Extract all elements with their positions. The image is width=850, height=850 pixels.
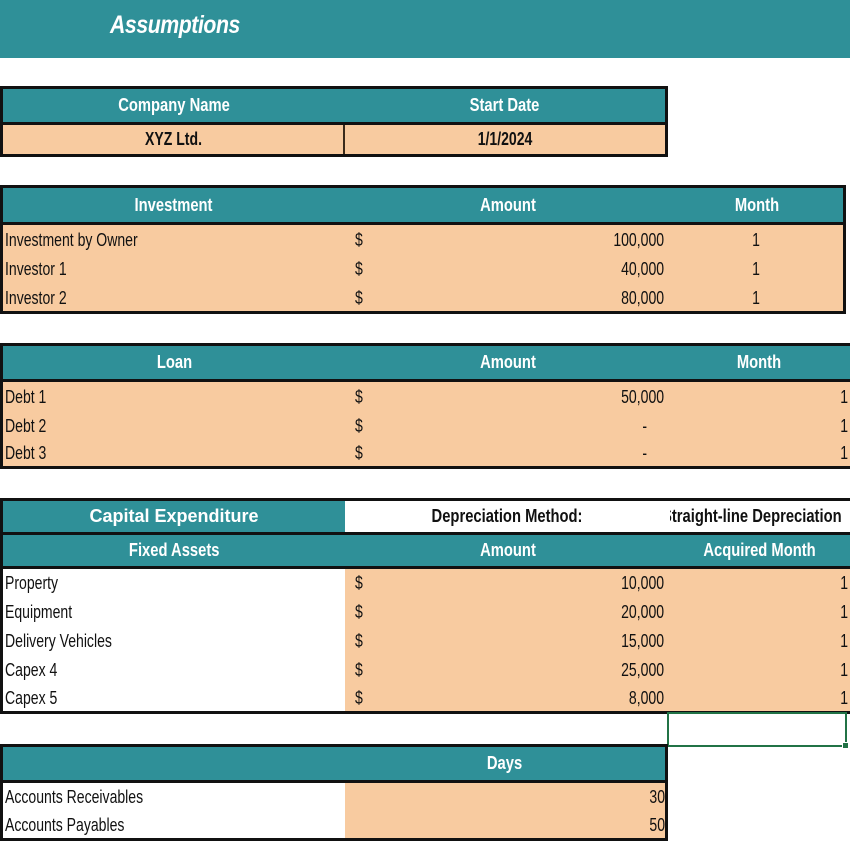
depreciation-method-label: Depreciation Method:: [345, 501, 670, 532]
month-header: Month: [734, 194, 779, 215]
loan-row: Debt 1 $ 50,000 1: [3, 382, 850, 412]
working-capital-row: Accounts Payables 50: [3, 812, 665, 839]
capex-amount[interactable]: 25,000: [621, 660, 664, 680]
capex-month[interactable]: 1: [840, 602, 848, 622]
investment-row: Investor 2 $ 80,000 1: [3, 284, 843, 312]
currency-symbol: $: [355, 287, 363, 308]
working-capital-label[interactable]: Accounts Payables: [5, 815, 125, 835]
loan-label[interactable]: Debt 3: [5, 443, 47, 463]
capex-label[interactable]: Delivery Vehicles: [5, 631, 112, 651]
days-input-area: [345, 783, 665, 838]
investment-amount[interactable]: 80,000: [621, 287, 664, 308]
selected-cell[interactable]: [667, 712, 849, 749]
currency-symbol: $: [355, 386, 363, 407]
capex-amount[interactable]: 8,000: [628, 688, 664, 708]
amount-header: Amount: [479, 352, 536, 372]
loan-label[interactable]: Debt 2: [5, 415, 47, 436]
currency-symbol: $: [355, 259, 363, 279]
capex-label[interactable]: Equipment: [5, 602, 73, 622]
working-capital-row: Accounts Receivables 30: [3, 783, 665, 812]
capex-title: Capital Expenditure: [3, 501, 345, 532]
acquired-month-header: Acquired Month: [702, 540, 816, 560]
capex-row: Property $ 10,000 1: [3, 569, 850, 598]
fixed-assets-header: Fixed Assets: [128, 540, 220, 560]
currency-symbol: $: [355, 229, 363, 250]
investment-month[interactable]: 1: [752, 229, 761, 250]
investment-label[interactable]: Investment by Owner: [5, 229, 138, 250]
capex-row: Capex 5 $ 8,000 1: [3, 685, 850, 712]
currency-symbol: $: [355, 688, 363, 708]
capex-month[interactable]: 1: [840, 660, 848, 680]
start-date-cell[interactable]: 1/1/2024: [477, 129, 533, 149]
investment-amount[interactable]: 100,000: [613, 229, 664, 250]
investment-header: Investment: [135, 194, 213, 215]
loan-header: Loan: [156, 352, 192, 372]
company-data-row: XYZ Ltd. 1/1/2024: [3, 125, 665, 154]
capex-row: Equipment $ 20,000 1: [3, 598, 850, 627]
loan-month[interactable]: 1: [840, 415, 848, 436]
capex-row: Capex 4 $ 25,000 1: [3, 656, 850, 685]
company-name-header: Company Name: [118, 95, 230, 115]
currency-symbol: $: [355, 573, 363, 593]
capex-input-area: [345, 569, 850, 711]
month-header: Month: [736, 352, 782, 372]
start-date-header: Start Date: [470, 95, 540, 115]
loan-header-row: Loan Amount Month: [3, 346, 850, 382]
capex-row: Delivery Vehicles $ 15,000 1: [3, 627, 850, 656]
capex-header-row: Fixed Assets Amount Acquired Month: [3, 535, 850, 569]
investment-label[interactable]: Investor 1: [5, 259, 67, 279]
company-header-row: Company Name Start Date: [3, 89, 665, 125]
capex-table: Capital Expenditure Depreciation Method:…: [0, 498, 850, 714]
currency-symbol: $: [355, 660, 363, 680]
investment-amount[interactable]: 40,000: [621, 259, 664, 279]
depreciation-method-value[interactable]: Straight-line Depreciation: [670, 501, 850, 532]
sheet-title-bar: Assumptions: [0, 0, 850, 58]
capex-month[interactable]: 1: [840, 573, 848, 593]
investment-row: Investor 1 $ 40,000 1: [3, 255, 843, 284]
company-name-cell[interactable]: XYZ Ltd.: [144, 129, 202, 149]
loan-month[interactable]: 1: [840, 443, 848, 463]
loan-row: Debt 2 $ - 1: [3, 412, 850, 440]
days-header: Days: [487, 753, 523, 773]
loan-month[interactable]: 1: [840, 386, 848, 407]
working-capital-table: Days Accounts Receivables 30 Accounts Pa…: [0, 744, 668, 841]
fill-handle[interactable]: [842, 742, 849, 749]
amount-header: Amount: [479, 540, 536, 560]
loan-row: Debt 3 $ - 1: [3, 440, 850, 467]
capex-month[interactable]: 1: [840, 631, 848, 651]
investment-label[interactable]: Investor 2: [5, 287, 67, 308]
loan-amount[interactable]: -: [642, 415, 647, 436]
loan-table: Loan Amount Month Debt 1 $ 50,000 1 Debt…: [0, 343, 850, 469]
working-capital-label[interactable]: Accounts Receivables: [5, 787, 144, 807]
capex-title-row: Capital Expenditure Depreciation Method:…: [3, 501, 850, 535]
currency-symbol: $: [355, 415, 363, 436]
days-value[interactable]: 30: [649, 787, 665, 807]
currency-symbol: $: [355, 602, 363, 622]
capex-label[interactable]: Capex 5: [5, 688, 58, 708]
loan-label[interactable]: Debt 1: [5, 386, 47, 407]
loan-amount[interactable]: -: [642, 443, 647, 463]
investment-month[interactable]: 1: [752, 259, 761, 279]
investment-table: Investment Amount Month Investment by Ow…: [0, 185, 846, 314]
investment-month[interactable]: 1: [752, 287, 761, 308]
currency-symbol: $: [355, 443, 363, 463]
days-value[interactable]: 50: [649, 815, 665, 835]
working-capital-blank-header: [3, 747, 345, 780]
capex-month[interactable]: 1: [840, 688, 848, 708]
working-capital-header-row: Days: [3, 747, 665, 783]
capex-amount[interactable]: 20,000: [621, 602, 664, 622]
capex-amount[interactable]: 15,000: [621, 631, 664, 651]
currency-symbol: $: [355, 631, 363, 651]
capex-label[interactable]: Capex 4: [5, 660, 58, 680]
company-table: Company Name Start Date XYZ Ltd. 1/1/202…: [0, 86, 668, 157]
investment-row: Investment by Owner $ 100,000 1: [3, 225, 843, 255]
investment-header-row: Investment Amount Month: [3, 188, 843, 225]
amount-header: Amount: [479, 194, 536, 215]
capex-label[interactable]: Property: [5, 573, 59, 593]
cell-divider: [343, 125, 345, 154]
page-title: Assumptions: [110, 11, 240, 39]
capex-amount[interactable]: 10,000: [621, 573, 664, 593]
loan-amount[interactable]: 50,000: [621, 386, 664, 407]
